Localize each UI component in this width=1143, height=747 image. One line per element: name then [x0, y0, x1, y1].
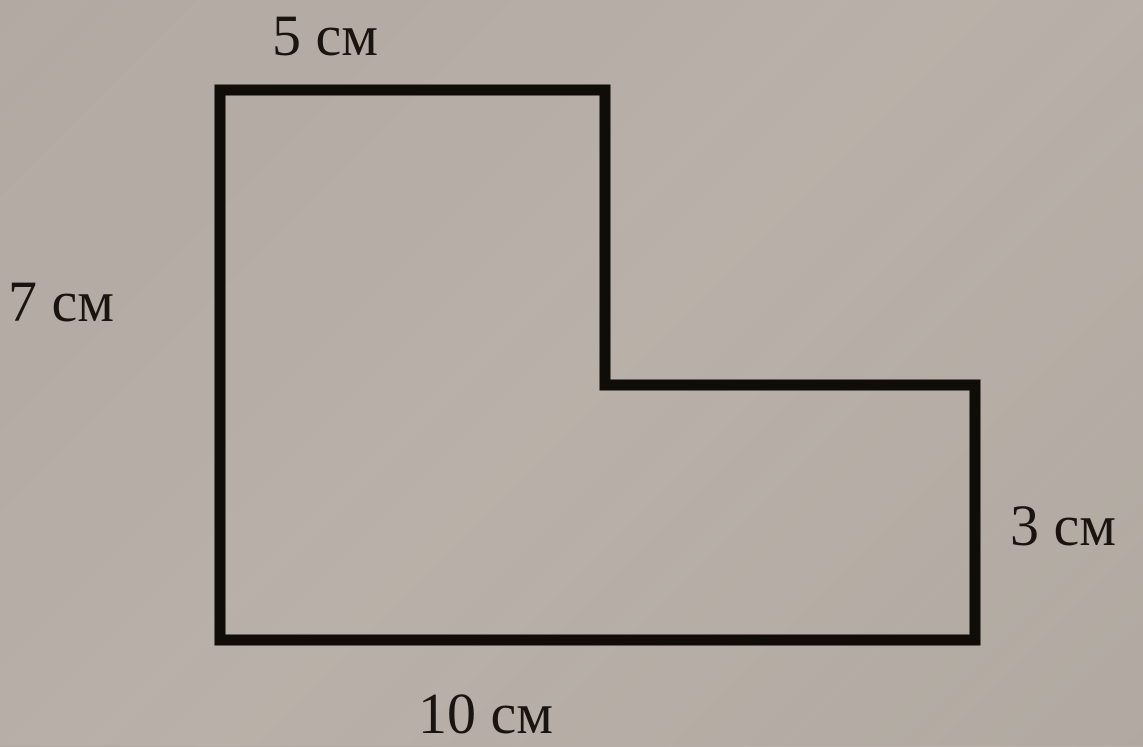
dimension-label-right: 3 см	[1010, 492, 1116, 559]
l-shape-diagram: 5 см 7 см 3 см 10 см	[0, 0, 1143, 746]
l-shape-polygon	[220, 90, 975, 640]
dimension-label-bottom: 10 см	[418, 680, 553, 747]
dimension-label-left: 7 см	[8, 268, 114, 335]
shape-svg	[0, 0, 1143, 746]
dimension-label-top: 5 см	[272, 2, 378, 69]
